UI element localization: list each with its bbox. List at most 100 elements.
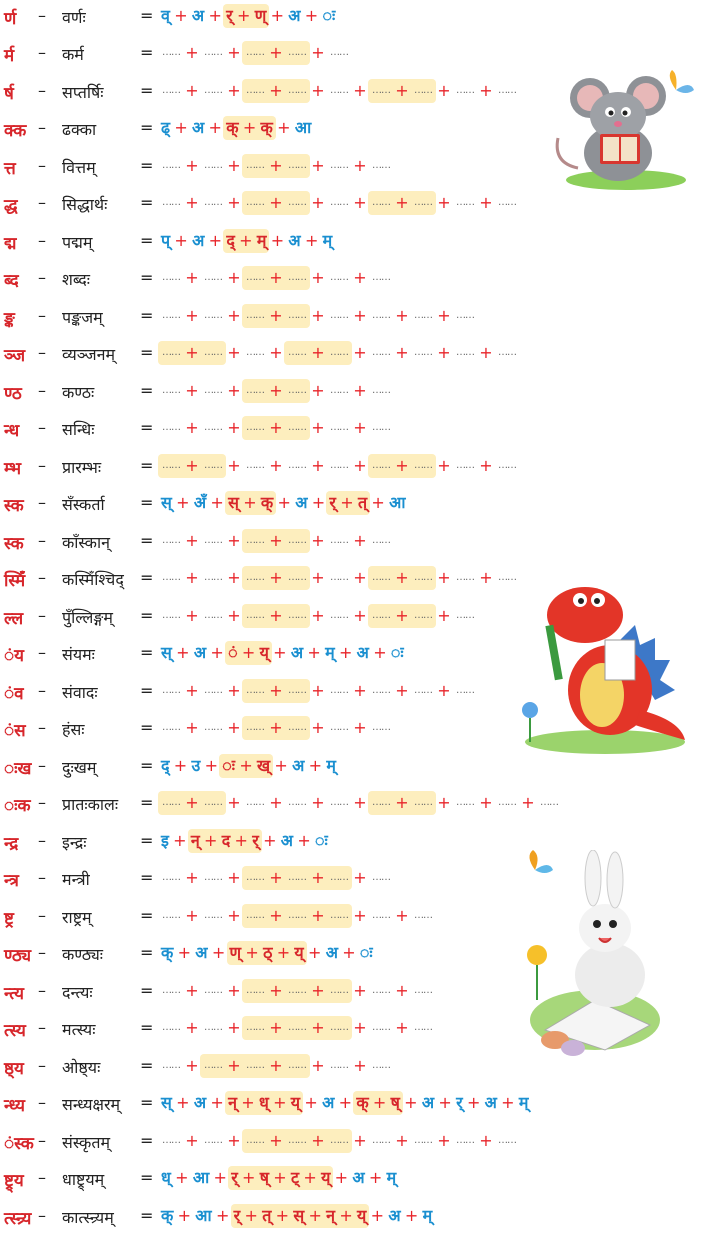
plus-sign: + — [311, 456, 325, 475]
conjunct-letter: द्म — [4, 234, 17, 254]
breakdown-row: न्ध्य – सन्ध्यक्षरम् = स् + अ + न् + ध् + य् + अ + क् + ष्… — [0, 1087, 707, 1124]
letter-component: अँ — [193, 493, 207, 512]
dash-separator: – — [38, 568, 46, 587]
blank-placeholder: …… — [162, 985, 181, 996]
letter-breakdown: …… +…… +…… +…… +…… +…… — [158, 716, 394, 742]
plus-sign: + — [185, 906, 199, 925]
blank-placeholder: …… — [284, 866, 310, 890]
blank-placeholder: …… — [372, 1135, 391, 1146]
blank-placeholder: …… — [284, 566, 310, 590]
plus-sign: + — [208, 231, 223, 250]
equals-sign: = — [140, 718, 154, 737]
letter-component: प् — [161, 231, 171, 250]
conjunct-letter: ःक — [4, 796, 31, 816]
letter-component: र् — [456, 1093, 463, 1112]
plus-sign: + — [174, 231, 188, 250]
example-word: संवादः — [62, 683, 98, 702]
equals-sign: = — [140, 531, 154, 550]
plus-sign: + — [353, 606, 367, 625]
plus-sign: + — [311, 1056, 325, 1075]
blank-placeholder: …… — [158, 341, 184, 365]
blank-placeholder: …… — [158, 791, 184, 815]
blank-placeholder: …… — [498, 347, 517, 358]
blank-placeholder: …… — [284, 379, 310, 403]
plus-sign: + — [227, 381, 241, 400]
plus-sign: + — [394, 79, 410, 103]
plus-sign: + — [213, 1168, 227, 1187]
example-word: शब्दः — [62, 270, 90, 289]
conjunct-letter: त्त — [4, 159, 16, 179]
plus-sign: + — [353, 906, 367, 925]
blank-placeholder: …… — [162, 535, 181, 546]
blank-placeholder: …… — [410, 566, 436, 590]
letter-breakdown: …… +…… +…… +…… +…… +…… +…… — [158, 1016, 436, 1042]
plus-sign: + — [177, 1206, 191, 1225]
plus-sign: + — [304, 231, 319, 250]
plus-sign: + — [310, 1129, 326, 1153]
equals-sign: = — [140, 343, 154, 362]
plus-sign: + — [268, 566, 284, 590]
letter-component: ः — [315, 831, 328, 850]
breakdown-row: स्मिँ – कस्मिँश्चिद् =…… +…… +…… +…… +…… +…… +…… +… — [0, 562, 707, 599]
equals-sign: = — [140, 1018, 154, 1037]
plus-sign: + — [353, 1018, 367, 1037]
dash-separator: – — [38, 1056, 46, 1075]
plus-sign: + — [243, 1204, 260, 1228]
letter-breakdown: प् + अ + द् + म् + अ + म् — [158, 229, 335, 255]
equals-sign: = — [140, 568, 154, 587]
letter-component: व् — [161, 6, 170, 25]
example-word: प्रारम्भः — [62, 458, 102, 477]
conjunct-component: ः — [219, 754, 239, 778]
breakdown-row: ष्ट्र – राष्ट्रम् =…… +…… +…… +…… +…… +…… +…… — [0, 900, 707, 937]
plus-sign: + — [269, 793, 283, 812]
letter-component: अ — [288, 231, 301, 250]
plus-sign: + — [307, 943, 322, 962]
letter-breakdown: …… +…… +…… +…… +…… +…… +…… +…… +…… — [158, 566, 520, 592]
conjunct-component: स् — [225, 491, 242, 515]
letter-breakdown: …… +…… +…… +…… +…… +…… +…… +…… +…… — [158, 79, 520, 105]
plus-sign: + — [404, 1093, 418, 1112]
plus-sign: + — [185, 531, 199, 550]
letter-breakdown: …… +…… +…… +…… +…… +…… — [158, 416, 394, 442]
breakdown-row: न्द्र – इन्द्रः = इ + न् + द + र् + अ +ः — [0, 825, 707, 862]
plus-sign: + — [277, 493, 291, 512]
breakdown-row: स्क – सँस्कर्ता = स् + अँ + स् + क् + अ + र् + त् + आ — [0, 487, 707, 524]
blank-placeholder: …… — [284, 1016, 310, 1040]
letter-component: अ — [288, 6, 301, 25]
letter-breakdown: ढ् + अ + क् + क् + आ — [158, 116, 314, 142]
plus-sign: + — [268, 979, 284, 1003]
plus-sign: + — [311, 306, 325, 325]
plus-sign: + — [353, 981, 367, 1000]
plus-sign: + — [310, 866, 326, 890]
plus-sign: + — [268, 79, 284, 103]
plus-sign: + — [404, 1206, 419, 1225]
plus-sign: + — [227, 1131, 241, 1150]
breakdown-row: ब्द – शब्दः =…… +…… +…… +…… +…… +…… — [0, 262, 707, 299]
blank-placeholder: …… — [284, 604, 310, 628]
plus-sign: + — [307, 643, 321, 662]
plus-sign: + — [311, 493, 326, 512]
blank-placeholder: …… — [284, 904, 310, 928]
blank-placeholder: …… — [242, 866, 268, 890]
plus-sign: + — [353, 793, 367, 812]
plus-sign: + — [311, 81, 325, 100]
conjunct-component: त् — [354, 491, 371, 515]
dash-separator: – — [38, 343, 46, 362]
breakdown-row: न्त्र – मन्त्री =…… +…… +…… +…… +…… +…… — [0, 862, 707, 899]
blank-placeholder: …… — [330, 47, 349, 58]
blank-placeholder: …… — [204, 47, 223, 58]
plus-sign: + — [185, 1056, 199, 1075]
plus-sign: + — [244, 941, 261, 965]
blank-placeholder: …… — [372, 685, 391, 696]
blank-placeholder: …… — [326, 904, 352, 928]
plus-sign: + — [268, 191, 284, 215]
plus-sign: + — [174, 118, 188, 137]
blank-placeholder: …… — [242, 679, 268, 703]
plus-sign: + — [268, 41, 284, 65]
example-word: कण्ठ्यः — [62, 945, 104, 964]
plus-sign: + — [310, 1016, 326, 1040]
conjunct-letter: ंय — [4, 646, 24, 666]
example-word: मन्त्री — [62, 870, 90, 889]
letter-breakdown: …… +…… +…… +…… +…… +…… +…… +…… +…… — [158, 341, 520, 367]
blank-placeholder: …… — [498, 460, 517, 471]
